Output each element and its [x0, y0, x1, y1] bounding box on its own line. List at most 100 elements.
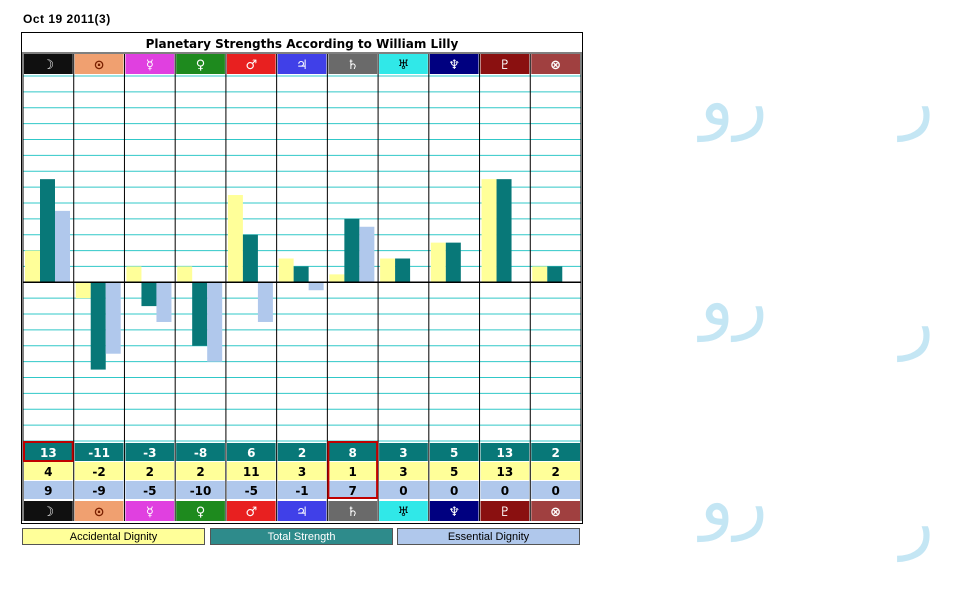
essential-bar — [156, 282, 172, 322]
header-glyph-cell — [74, 54, 124, 74]
accidental-bar — [481, 179, 497, 283]
header-glyph-uranus-icon: ♅ — [398, 58, 410, 73]
essential-value-cell — [125, 481, 175, 499]
accidental-value: 11 — [243, 465, 260, 479]
accidental-value-cell — [176, 462, 225, 480]
footer-glyph-part-of-fortune-icon: ⊗ — [550, 505, 561, 520]
essential-bar — [105, 282, 121, 354]
footer-glyph-saturn-icon: ♄ — [347, 505, 359, 520]
accidental-bar — [75, 282, 91, 299]
essential-bar — [257, 282, 273, 322]
accidental-value: 2 — [146, 465, 154, 479]
accidental-value: 1 — [349, 465, 357, 479]
footer-glyph-cell — [531, 501, 580, 521]
essential-value-cell — [24, 481, 73, 499]
essential-value: -5 — [143, 484, 156, 498]
accidental-value: 3 — [298, 465, 306, 479]
footer-glyph-venus-icon: ♀ — [196, 505, 206, 520]
total-value-cell — [328, 443, 378, 461]
total-value-cell — [24, 443, 73, 461]
essential-value: 0 — [450, 484, 458, 498]
strength-chart: Planetary Strengths According to William… — [22, 37, 582, 521]
essential-value-cell — [74, 481, 124, 499]
header-glyph-cell — [24, 54, 73, 74]
header-glyph-cell — [379, 54, 428, 74]
footer-glyph-cell — [328, 501, 378, 521]
footer-glyph-mars-icon: ♂ — [245, 505, 257, 520]
accidental-bar — [430, 242, 446, 283]
header-glyph-cell — [531, 54, 580, 74]
footer-glyph-cell — [226, 501, 276, 521]
total-value: -8 — [194, 446, 207, 460]
accidental-value: 5 — [450, 465, 458, 479]
essential-value-cell — [277, 481, 327, 499]
essential-value-cell — [531, 481, 580, 499]
watermark-logo: ﺭﻭ — [700, 260, 768, 342]
total-bar — [344, 218, 360, 283]
accidental-value-cell — [379, 462, 428, 480]
accidental-bar — [25, 250, 40, 283]
accidental-value: 13 — [497, 465, 514, 479]
footer-glyph-cell — [429, 501, 479, 521]
accidental-value-cell — [24, 462, 73, 480]
accidental-value-cell — [125, 462, 175, 480]
total-value: 2 — [298, 446, 306, 460]
total-bar — [141, 282, 157, 307]
total-bar — [445, 242, 461, 283]
total-value-cell — [480, 443, 530, 461]
header-glyph-cell — [429, 54, 479, 74]
footer-glyph-sun-icon: ⊙ — [94, 505, 105, 520]
accidental-value: 3 — [399, 465, 407, 479]
total-value: 2 — [551, 446, 559, 460]
footer-glyph-cell — [125, 501, 175, 521]
footer-glyph-cell — [277, 501, 327, 521]
total-value: -11 — [88, 446, 110, 460]
total-value-cell — [226, 443, 276, 461]
essential-value: -5 — [245, 484, 258, 498]
total-bar — [242, 234, 258, 283]
header-glyph-pluto-icon: ♇ — [499, 58, 511, 73]
accidental-value-cell — [74, 462, 124, 480]
total-bar — [496, 179, 512, 283]
footer-glyph-uranus-icon: ♅ — [398, 505, 410, 520]
accidental-value-cell — [328, 462, 378, 480]
accidental-bar — [227, 195, 243, 283]
total-bar — [192, 282, 208, 346]
total-value-cell — [176, 443, 225, 461]
total-value: 5 — [450, 446, 458, 460]
essential-value-cell — [226, 481, 276, 499]
watermark-logo: ﺭﻭ — [700, 60, 768, 142]
essential-bar — [359, 226, 375, 283]
essential-value: 7 — [349, 484, 357, 498]
essential-bar — [55, 210, 70, 283]
essential-value-cell — [328, 481, 378, 499]
header-glyph-mercury-icon: ☿ — [146, 58, 154, 73]
header-glyph-cell — [277, 54, 327, 74]
legend-total-strength: Total Strength — [210, 528, 393, 545]
accidental-value: 2 — [196, 465, 204, 479]
legend-accidental-dignity: Accidental Dignity — [22, 528, 205, 545]
total-value: 13 — [40, 446, 57, 460]
header-glyph-cell — [226, 54, 276, 74]
total-value-cell — [277, 443, 327, 461]
accidental-value: 2 — [551, 465, 559, 479]
header-glyph-mars-icon: ♂ — [245, 58, 257, 73]
total-value: 6 — [247, 446, 255, 460]
accidental-bar — [126, 266, 142, 283]
accidental-value-cell — [429, 462, 479, 480]
accidental-value: 4 — [44, 465, 52, 479]
total-value-cell — [531, 443, 580, 461]
total-value-cell — [74, 443, 124, 461]
essential-value: 0 — [399, 484, 407, 498]
total-bar — [547, 266, 563, 283]
total-bar — [395, 258, 411, 283]
essential-value-cell — [480, 481, 530, 499]
total-value-cell — [379, 443, 428, 461]
watermark-logo: ﺭ — [900, 480, 934, 562]
header-glyph-sun-icon: ⊙ — [94, 58, 105, 73]
footer-glyph-pluto-icon: ♇ — [499, 505, 511, 520]
essential-value: -1 — [295, 484, 308, 498]
footer-glyph-mercury-icon: ☿ — [146, 505, 154, 520]
accidental-value: -2 — [92, 465, 105, 479]
essential-value: -10 — [190, 484, 212, 498]
